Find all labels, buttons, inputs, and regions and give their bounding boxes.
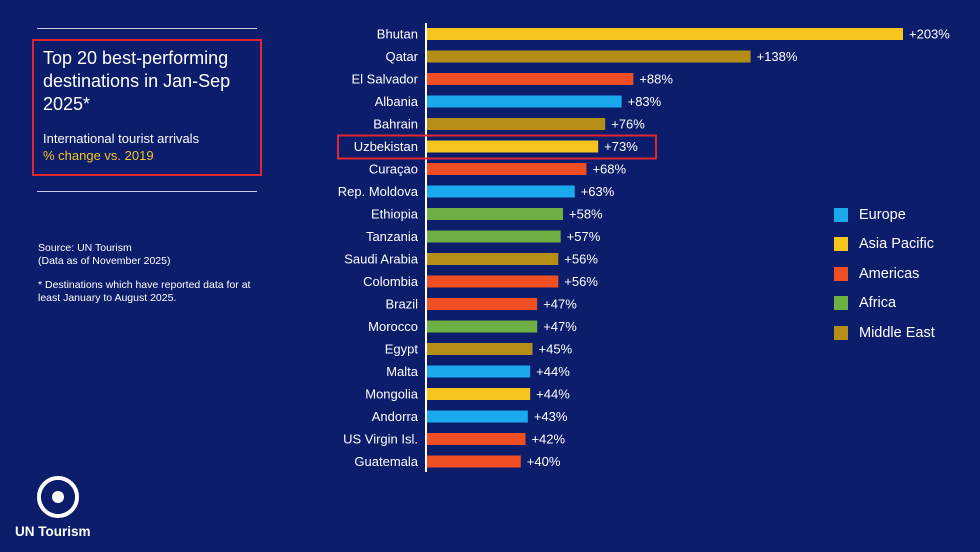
- legend-label-asia-pacific: Asia Pacific: [859, 236, 934, 253]
- category-label-qatar: Qatar: [385, 49, 418, 64]
- value-label-bhutan: +203%: [909, 27, 950, 42]
- value-label-morocco: +47%: [543, 319, 577, 334]
- chart-subtitle: International tourist arrivals: [43, 131, 200, 146]
- bar-rep-moldova: [427, 185, 575, 198]
- value-label-andorra: +43%: [534, 409, 568, 424]
- value-label-uzbekistan: +73%: [604, 139, 638, 154]
- category-label-ethiopia: Ethiopia: [371, 207, 419, 222]
- legend-swatch-africa: [834, 296, 848, 311]
- chart-title: Top 20 best-performing destinations in J…: [43, 48, 231, 114]
- value-label-saudi-arabia: +56%: [564, 252, 598, 267]
- bar-malta: [427, 365, 531, 378]
- value-label-el-salvador: +88%: [639, 72, 673, 87]
- highlight-box-uzbekistan: [337, 134, 657, 160]
- legend-item-asia-pacific: Asia Pacific: [834, 230, 935, 260]
- legend: Europe Asia Pacific Americas Africa Middle E…: [834, 200, 935, 348]
- category-label-guatemala: Guatemala: [354, 454, 418, 469]
- category-label-us-virgin-isl: US Virgin Isl.: [343, 432, 418, 447]
- bar-albania: [427, 95, 622, 108]
- legend-item-americas: Americas: [834, 259, 935, 289]
- source-line-1: Source: UN Tourism: [38, 242, 132, 254]
- footnote: * Destinations which have reported data …: [38, 279, 251, 304]
- chart-subtitle-unit: % change vs. 2019: [43, 148, 154, 163]
- value-label-tanzania: +57%: [567, 229, 601, 244]
- category-label-el-salvador: El Salvador: [352, 72, 419, 87]
- bar-el-salvador: [427, 73, 634, 85]
- category-label-egypt: Egypt: [385, 342, 419, 357]
- bar-bhutan: [427, 28, 903, 40]
- category-label-albania: Albania: [375, 94, 419, 109]
- value-label-bahrain: +76%: [611, 117, 645, 132]
- category-label-saudi-arabia: Saudi Arabia: [344, 252, 418, 267]
- category-label-andorra: Andorra: [372, 409, 419, 424]
- value-label-ethiopia: +58%: [569, 207, 603, 222]
- bar-tanzania: [427, 230, 561, 243]
- bar-guatemala: [427, 455, 521, 468]
- bar-mongolia: [427, 388, 531, 400]
- legend-item-africa: Africa: [834, 289, 935, 319]
- source-line-2: (Data as of November 2025): [38, 255, 171, 267]
- un-tourism-logo: UN Tourism: [15, 476, 105, 539]
- legend-item-europe: Europe: [834, 200, 935, 230]
- bar-bahrain: [427, 118, 606, 130]
- bar-qatar: [427, 50, 751, 63]
- bottom-rule: [37, 191, 257, 192]
- legend-item-middle-east: Middle East: [834, 318, 935, 348]
- legend-swatch-middle-east: [834, 325, 848, 340]
- legend-label-europe: Europe: [859, 206, 906, 223]
- bar-colombia: [427, 275, 559, 288]
- value-label-egypt: +45%: [539, 342, 573, 357]
- category-label-brazil: Brazil: [385, 297, 418, 312]
- category-label-tanzania: Tanzania: [366, 229, 419, 244]
- category-label-rep-moldova: Rep. Moldova: [338, 184, 419, 199]
- category-label-cura-ao: Curaçao: [369, 162, 418, 177]
- category-label-bahrain: Bahrain: [373, 117, 418, 132]
- value-label-mongolia: +44%: [536, 387, 570, 402]
- value-label-rep-moldova: +63%: [581, 184, 615, 199]
- category-label-malta: Malta: [386, 364, 419, 379]
- value-label-us-virgin-isl: +42%: [531, 432, 565, 447]
- value-label-guatemala: +40%: [527, 454, 561, 469]
- bar-andorra: [427, 410, 528, 423]
- value-label-cura-ao: +68%: [592, 162, 626, 177]
- value-label-brazil: +47%: [543, 297, 577, 312]
- legend-label-middle-east: Middle East: [859, 324, 935, 341]
- legend-label-africa: Africa: [859, 295, 897, 312]
- category-label-uzbekistan: Uzbekistan: [354, 139, 418, 154]
- bar-ethiopia: [427, 208, 563, 220]
- bar-saudi-arabia: [427, 253, 559, 265]
- bar-uzbekistan: [427, 140, 599, 153]
- legend-swatch-asia-pacific: [834, 237, 848, 252]
- category-label-mongolia: Mongolia: [365, 387, 419, 402]
- top-rule: [37, 28, 257, 29]
- category-label-morocco: Morocco: [368, 319, 418, 334]
- legend-swatch-europe: [834, 207, 848, 222]
- category-label-bhutan: Bhutan: [377, 27, 418, 42]
- legend-swatch-americas: [834, 266, 848, 281]
- value-label-colombia: +56%: [564, 274, 598, 289]
- value-label-malta: +44%: [536, 364, 570, 379]
- logo-text: UN Tourism: [15, 524, 91, 539]
- bar-us-virgin-isl: [427, 433, 526, 445]
- un-tourism-logo-icon: [37, 476, 79, 518]
- bars-group: Bhutan +203% Qatar +138% El Salvador +88% Alba…: [337, 27, 950, 469]
- category-label-colombia: Colombia: [363, 274, 419, 289]
- source-note: Source: UN Tourism (Data as of November …: [38, 242, 258, 268]
- bar-egypt: [427, 343, 533, 355]
- title-box: Top 20 best-performing destinations in J…: [32, 39, 262, 176]
- bar-brazil: [427, 298, 538, 310]
- legend-label-americas: Americas: [859, 265, 920, 282]
- bar-morocco: [427, 320, 538, 333]
- value-label-qatar: +138%: [757, 49, 798, 64]
- value-label-albania: +83%: [628, 94, 662, 109]
- bar-cura-ao: [427, 163, 587, 175]
